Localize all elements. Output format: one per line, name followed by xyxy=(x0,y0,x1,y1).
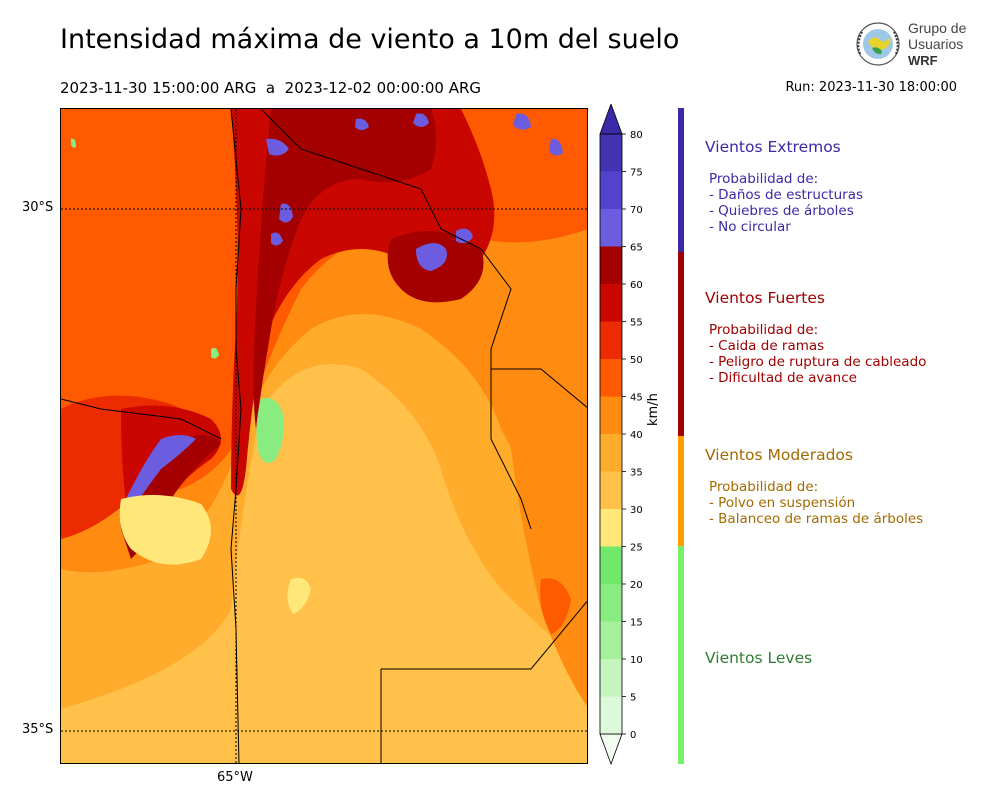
strong-category-bar xyxy=(678,252,684,436)
colorbar-svg: 0 5 10 15 20 25 30 35 40 45 50 55 60 65 70 75 80 xyxy=(599,102,643,766)
colorbar-segment xyxy=(600,246,622,284)
colorbar-segment xyxy=(600,321,622,359)
colorbar-tick-label: 70 xyxy=(630,205,643,216)
map-title: Intensidad máxima de viento a 10m del su… xyxy=(60,24,680,55)
colorbar-tick-label: 35 xyxy=(630,468,643,479)
category-line: - Balanceo de ramas de árboles xyxy=(709,511,924,527)
colorbar-unit-label: km/h xyxy=(646,393,661,426)
logo-line1: Grupo de xyxy=(908,20,967,36)
colorbar-tick-label: 20 xyxy=(630,580,643,591)
colorbar-segment xyxy=(600,209,622,247)
grupo-usuarios-wrf-logo: Grupo de Usuarios WRF xyxy=(850,18,970,72)
run-timestamp: Run: 2023-11-30 18:00:00 xyxy=(785,80,957,95)
category-moderate: Vientos Moderados Probabilidad de: - Pol… xyxy=(705,446,923,527)
colorbar-segment xyxy=(600,509,622,547)
category-line: - Peligro de ruptura de cableado xyxy=(709,354,927,370)
wind-speed-map[interactable] xyxy=(60,108,588,764)
category-line: Probabilidad de: xyxy=(709,479,819,495)
colorbar-tick-label: 10 xyxy=(630,655,643,666)
category-title: Vientos Fuertes xyxy=(705,289,825,307)
category-line: - Quiebres de árboles xyxy=(709,203,854,219)
logo-line3: WRF xyxy=(908,53,938,68)
colorbar-segment xyxy=(600,471,622,509)
colorbar-tick-label: 25 xyxy=(630,543,643,554)
colorbar-segment xyxy=(600,584,622,622)
colorbar-tick-label: 60 xyxy=(630,280,643,291)
colorbar-segment xyxy=(600,359,622,397)
category-extreme: Vientos Extremos Probabilidad de: - Daño… xyxy=(705,138,863,235)
colorbar-tick-label: 80 xyxy=(630,130,643,141)
colorbar-segment xyxy=(600,546,622,584)
category-line: - Daños de estructuras xyxy=(709,187,864,203)
colorbar-tick-label: 15 xyxy=(630,618,643,629)
lon-label-65w: 65°W xyxy=(217,770,253,785)
globe-laurel-icon: Grupo de Usuarios WRF xyxy=(856,20,967,68)
forecast-period: 2023-11-30 15:00:00 ARG a 2023-12-02 00:… xyxy=(60,79,482,97)
category-title: Vientos Extremos xyxy=(705,138,841,156)
category-title: Vientos Moderados xyxy=(705,446,853,464)
colorbar-bottom-extension xyxy=(599,733,623,766)
category-line: - No circular xyxy=(709,219,791,235)
category-line: Probabilidad de: xyxy=(709,171,819,187)
wind-speed-colorbar: 0 5 10 15 20 25 30 35 40 45 50 55 60 65 70 75 80 xyxy=(596,102,666,770)
extreme-category-bar xyxy=(678,108,684,252)
colorbar-segment xyxy=(600,171,622,209)
colorbar-segment xyxy=(600,284,622,322)
colorbar-tick-label: 0 xyxy=(630,730,636,741)
category-line: - Polvo en suspensión xyxy=(709,495,856,511)
colorbar-segment xyxy=(600,621,622,659)
colorbar-tick-label: 45 xyxy=(630,393,643,404)
colorbar-segment xyxy=(600,659,622,697)
moderate-category-bar xyxy=(678,436,684,546)
wind-field-svg xyxy=(61,109,587,763)
colorbar-tick-label: 65 xyxy=(630,243,643,254)
colorbar-tick-label: 75 xyxy=(630,168,643,179)
colorbar-tick-label: 30 xyxy=(630,505,643,516)
category-line: Probabilidad de: xyxy=(709,322,819,338)
colorbar-tick-label: 55 xyxy=(630,318,643,329)
colorbar-tick-label: 40 xyxy=(630,430,643,441)
colorbar-tick-label: 50 xyxy=(630,355,643,366)
category-light: Vientos Leves xyxy=(705,649,812,667)
category-title: Vientos Leves xyxy=(705,649,813,667)
colorbar-segment xyxy=(600,696,622,734)
colorbar-top-extension xyxy=(599,102,623,135)
colorbar-tick-label: 5 xyxy=(630,693,636,704)
category-line: - Caida de ramas xyxy=(709,338,825,354)
category-strong: Vientos Fuertes Probabilidad de: - Caida… xyxy=(705,289,926,386)
category-line: - Dificultad de avance xyxy=(709,370,857,386)
lat-label-35s: 35°S xyxy=(22,722,54,737)
logo-line2: Usuarios xyxy=(908,36,963,52)
colorbar-segment xyxy=(600,396,622,434)
colorbar-segment xyxy=(600,134,622,172)
colorbar-segment xyxy=(600,434,622,472)
light-category-bar xyxy=(678,546,684,764)
lat-label-30s: 30°S xyxy=(22,200,54,215)
